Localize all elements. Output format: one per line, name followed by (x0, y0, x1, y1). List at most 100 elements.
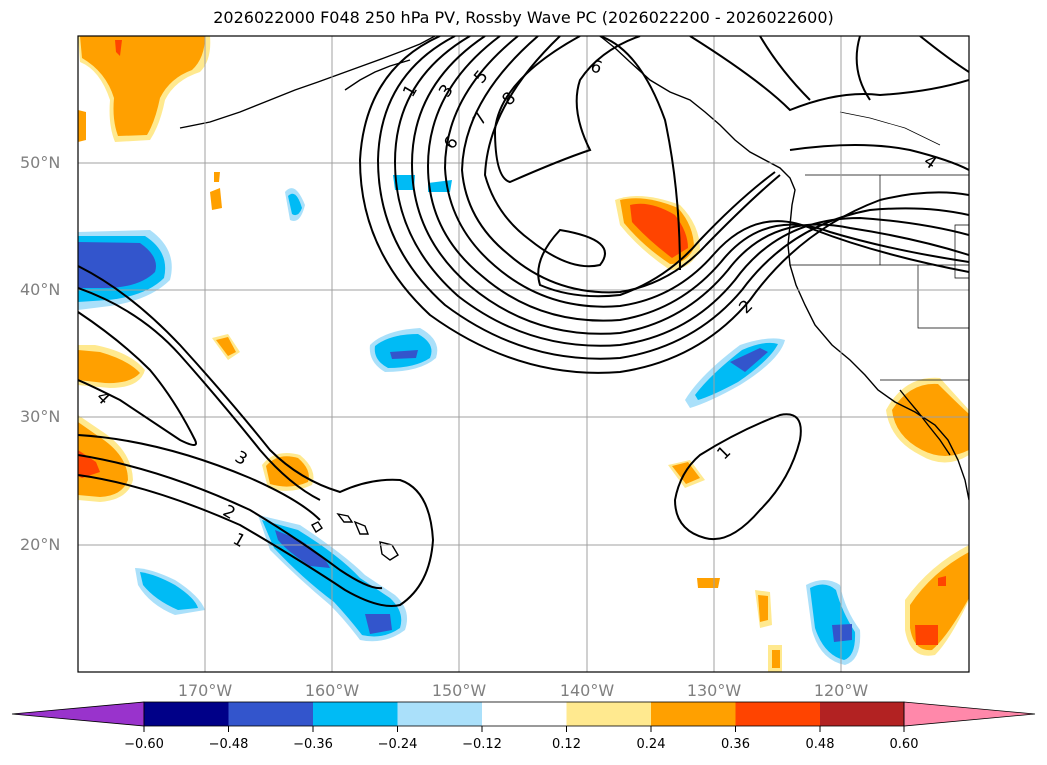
positive-anomaly-region (80, 36, 205, 136)
colorbar-tick-label: −0.60 (124, 737, 164, 752)
positive-anomaly-region (78, 450, 100, 478)
colorbar-tick-label: −0.24 (377, 737, 418, 752)
positive-anomaly-region (915, 625, 938, 645)
lon-label-140w: 140°W (559, 681, 615, 700)
negative-anomaly-region (393, 175, 415, 190)
pv-contour-7 (460, 36, 781, 294)
colorbar-segment (566, 702, 651, 726)
colorbar-segment-min (11, 701, 145, 727)
lat-label-40: 40°N (20, 280, 61, 299)
lon-label-130w: 130°W (686, 681, 742, 700)
positive-anomaly-region (78, 110, 86, 142)
positive-anomaly-region (758, 595, 768, 622)
contour-label: 2 (735, 296, 757, 318)
contour-labels: 1 3 5 6 7 8 9 4 2 4 3 2 1 1 (92, 54, 940, 552)
colorbar-tick-label: −0.12 (462, 737, 502, 752)
pv-contour-north3 (855, 36, 871, 101)
pv-contours (78, 36, 969, 607)
pv-contour-low-4 (78, 287, 321, 501)
positive-anomaly-region (214, 172, 220, 182)
negative-anomaly-region (140, 572, 198, 610)
map-title: 2026022000 F048 250 hPa PV, Rossby Wave … (213, 8, 834, 27)
colorbar-segment (482, 702, 567, 726)
colorbar-segment-max (903, 701, 1036, 727)
pv-contour-9 (493, 36, 641, 184)
negative-anomaly-region (730, 348, 768, 372)
positive-anomaly-region (216, 337, 236, 356)
pv-contour-2 (376, 36, 969, 360)
negative-anomaly-region (288, 193, 302, 216)
coastline (353, 520, 370, 535)
coastline (336, 512, 354, 523)
lon-label-170w: 170°W (177, 681, 233, 700)
border (839, 111, 941, 146)
colorbar-segment (228, 702, 313, 726)
colorbar (11, 701, 1036, 732)
coastlines (179, 36, 969, 561)
colorbar-tick-label: 0.60 (889, 737, 919, 752)
colorbar-tick-label: 0.48 (805, 737, 835, 752)
colorbar-segment (735, 702, 820, 726)
contour-label: 1 (229, 529, 248, 552)
negative-anomaly-region (810, 584, 856, 660)
pv-contour-9b (599, 36, 681, 271)
colorbar-segment (313, 702, 398, 726)
positive-anomaly-region (630, 203, 688, 258)
pv-contour-isolated-1 (673, 413, 802, 541)
contour-label: 7 (469, 109, 492, 129)
pv-contour-5 (426, 36, 969, 322)
contour-label: 1 (399, 81, 422, 100)
lat-label-30: 30°N (20, 407, 61, 426)
positive-anomaly-region (115, 40, 122, 56)
contour-label: 1 (713, 442, 735, 464)
pv-contour-low-2 (78, 454, 383, 590)
colorbar-segment (397, 702, 482, 726)
negative-anomaly-region (275, 530, 330, 568)
colorbar-tick-label: −0.36 (293, 737, 333, 752)
coastline (344, 59, 411, 91)
colorbar-segment (820, 702, 904, 726)
positive-anomaly-region (210, 188, 222, 210)
colorbar-segment (651, 702, 736, 726)
positive-anomaly-region (697, 578, 720, 588)
map-frame (77, 35, 970, 673)
negative-anomaly-region (390, 350, 418, 359)
contour-label: 2 (219, 501, 238, 524)
pv-contour-4 (410, 36, 969, 335)
positive-anomaly-region (266, 456, 309, 487)
lat-label-20: 20°N (20, 535, 61, 554)
positive-anomaly-region (78, 350, 140, 384)
colorbar-tick-label: 0.12 (552, 737, 581, 752)
contour-label: 3 (231, 447, 250, 470)
coastline (599, 36, 969, 501)
negative-anomaly-region (365, 614, 392, 634)
lon-label-160w: 160°W (304, 681, 360, 700)
contour-label: 4 (92, 387, 114, 409)
lon-label-150w: 150°W (431, 681, 487, 700)
colorbar-tick-label: 0.36 (721, 737, 750, 752)
positive-anomaly-region (672, 462, 700, 484)
coastline (179, 36, 436, 129)
pv-contour-north2 (759, 36, 811, 101)
pv-contour-east (919, 36, 969, 73)
positive-anomaly-region (772, 650, 780, 668)
coastline (899, 389, 951, 456)
contour-label: 4 (920, 151, 940, 174)
lon-label-120w: 120°W (813, 681, 869, 700)
positive-anomaly-region (892, 383, 969, 456)
positive-anomaly-region (938, 576, 946, 586)
pv-contour-8 (483, 36, 776, 298)
pv-contour-low-1 (78, 265, 435, 607)
contour-label: 3 (435, 81, 458, 101)
colorbar-segment (144, 702, 229, 726)
pv-contour-1 (358, 36, 969, 374)
colorbar-tick-label: 0.24 (636, 737, 666, 752)
pv-contour-low-5 (78, 311, 197, 446)
coastline (311, 521, 323, 533)
colorbar-frame (143, 701, 905, 727)
negative-anomaly-region (374, 334, 432, 368)
lat-label-50: 50°N (20, 153, 61, 172)
border (917, 265, 969, 329)
gridlines (78, 36, 969, 672)
